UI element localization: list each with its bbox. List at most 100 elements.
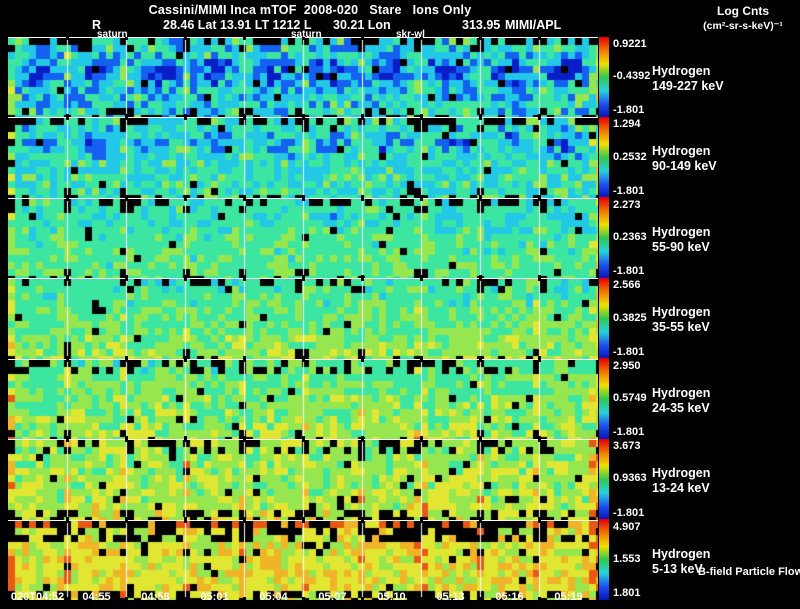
panel-4-species-label: Hydrogen	[652, 386, 711, 400]
panel-4-scale-mid: 0.5749	[613, 392, 647, 404]
panel-2-heatmap	[8, 199, 598, 278]
boundary-tick-mark	[361, 597, 364, 603]
boundary-tick-mark	[538, 356, 541, 362]
spectrogram-plot	[8, 37, 598, 600]
panel-2-energy-label: 55-90 keV	[652, 240, 710, 254]
panel-5-species-label: Hydrogen	[652, 466, 711, 480]
panel-5-scale-top: 3.673	[613, 440, 641, 452]
boundary-tick-mark	[361, 275, 364, 281]
boundary-tick-mark	[361, 195, 364, 201]
boundary-tick-mark	[420, 114, 423, 120]
panel-2-scale-mid: 0.2363	[613, 231, 647, 243]
panel-2-scale-bottom: -1.801	[613, 265, 645, 277]
boundary-tick-mark	[66, 436, 69, 442]
panel-0-heatmap	[8, 38, 598, 117]
boundary-tick-mark	[538, 597, 541, 603]
boundary-tick-mark	[243, 195, 246, 201]
colorbar-units-line1: Log Cnts	[717, 4, 769, 18]
boundary-tick-mark	[361, 356, 364, 362]
panel-6-scale-bottom: 1.801	[613, 587, 641, 599]
boundary-tick-mark	[420, 436, 423, 442]
panel-1-scale-top: 1.294	[613, 118, 641, 130]
boundary-tick-mark	[125, 195, 128, 201]
panel-0-energy-label: 149-227 keV	[652, 79, 724, 93]
boundary-tick-mark	[479, 114, 482, 120]
panel-5-scale-bottom: -1.801	[613, 507, 645, 519]
boundary-tick-mark	[479, 356, 482, 362]
panel-4-energy-label: 24-35 keV	[652, 401, 710, 415]
panel-1-scale-mid: 0.2532	[613, 151, 647, 163]
panel-2-species-label: Hydrogen	[652, 225, 711, 239]
boundary-tick-mark	[184, 195, 187, 201]
ephemeris-mid: 28.46 Lat 13.91 LT 1212 L	[163, 18, 312, 32]
boundary-tick-mark	[538, 517, 541, 523]
boundary-tick-mark	[184, 597, 187, 603]
panel-3-scale-bottom: -1.801	[613, 346, 645, 358]
boundary-tick-mark	[184, 275, 187, 281]
panel-1-species-label: Hydrogen	[652, 144, 711, 158]
colorbar-units-line2: (cm²-sr-s-keV)⁻¹	[703, 20, 783, 32]
boundary-tick-mark	[66, 597, 69, 603]
boundary-tick-mark	[125, 114, 128, 120]
panel-1-scale-bottom: -1.801	[613, 185, 645, 197]
boundary-tick-mark	[302, 34, 305, 40]
boundary-tick-mark	[420, 597, 423, 603]
bfield-note: B-field Particle Flow	[698, 566, 800, 578]
boundary-tick-mark	[361, 114, 364, 120]
panel-5-energy-label: 13-24 keV	[652, 481, 710, 495]
boundary-tick-mark	[479, 195, 482, 201]
boundary-tick-mark	[361, 436, 364, 442]
boundary-tick-mark	[538, 436, 541, 442]
boundary-tick-mark	[420, 195, 423, 201]
boundary-tick-mark	[125, 34, 128, 40]
boundary-tick-mark	[361, 34, 364, 40]
panel-0-species-label: Hydrogen	[652, 64, 711, 78]
panel-6-heatmap	[8, 521, 598, 600]
panel-0-scale-top: 0.9221	[613, 38, 647, 50]
ephemeris-r-label: R	[92, 18, 102, 32]
boundary-tick-mark	[184, 517, 187, 523]
time-tick-9: 05:19	[554, 591, 583, 603]
panel-5-scale-mid: 0.9363	[613, 472, 647, 484]
time-tick-6: 05:10	[377, 591, 406, 603]
colorbar	[599, 37, 609, 600]
boundary-tick-mark	[538, 195, 541, 201]
panel-6-species-label: Hydrogen	[652, 547, 711, 561]
panel-6-energy-label: 5-13 keV	[652, 562, 703, 576]
time-tick-0: 020T04:52	[10, 591, 65, 603]
time-tick-8: 05:16	[495, 591, 524, 603]
boundary-tick-mark	[125, 517, 128, 523]
boundary-tick-mark	[479, 34, 482, 40]
panel-2-scale-top: 2.273	[613, 199, 641, 211]
boundary-tick-mark	[66, 195, 69, 201]
boundary-tick-mark	[302, 114, 305, 120]
boundary-tick-mark	[125, 597, 128, 603]
boundary-tick-mark	[243, 114, 246, 120]
panel-1-energy-label: 90-149 keV	[652, 159, 717, 173]
boundary-tick-mark	[302, 517, 305, 523]
boundary-tick-mark	[538, 34, 541, 40]
boundary-tick-mark	[184, 356, 187, 362]
panel-4-scale-bottom: -1.801	[613, 426, 645, 438]
boundary-tick-mark	[479, 597, 482, 603]
time-tick-7: 05:13	[436, 591, 465, 603]
boundary-tick-mark	[420, 356, 423, 362]
panel-3-scale-mid: 0.3825	[613, 312, 647, 324]
boundary-tick-mark	[538, 275, 541, 281]
boundary-tick-mark	[66, 356, 69, 362]
panel-4-heatmap	[8, 360, 598, 439]
panel-3-species-label: Hydrogen	[652, 305, 711, 319]
boundary-tick-mark	[125, 275, 128, 281]
panel-6-scale-top: 4.907	[613, 521, 641, 533]
boundary-tick-mark	[66, 275, 69, 281]
boundary-tick-mark	[184, 436, 187, 442]
boundary-tick-mark	[243, 275, 246, 281]
time-tick-4: 05:04	[259, 591, 288, 603]
time-tick-3: 05:01	[200, 591, 229, 603]
boundary-tick-mark	[538, 114, 541, 120]
panel-5-heatmap	[8, 440, 598, 520]
boundary-tick-mark	[479, 275, 482, 281]
ephemeris-lon-label: 30.21 Lon	[333, 18, 391, 32]
boundary-tick-mark	[302, 597, 305, 603]
colorbar-units: Log Cnts (cm²-sr-s-keV)⁻¹	[686, 4, 800, 32]
